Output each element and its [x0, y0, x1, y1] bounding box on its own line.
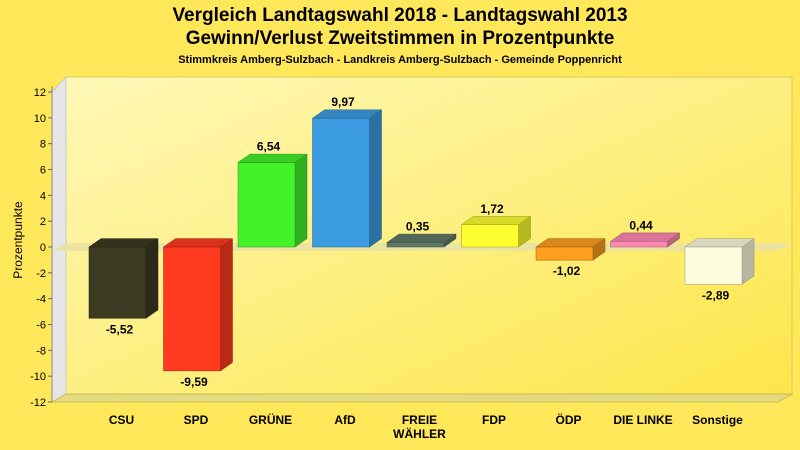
chart-subtitle: Stimmkreis Amberg-Sulzbach - Landkreis A… [178, 54, 622, 66]
bar-front [535, 246, 594, 261]
data-label: -5,52 [106, 322, 134, 336]
y-tick-label: 8 [40, 139, 46, 151]
y-tick-label: -6 [36, 320, 46, 332]
y-tick-label: 0 [40, 242, 46, 254]
chart-title-line-2: Gewinn/Verlust Zweitstimmen in Prozentpu… [185, 28, 615, 49]
bar-4 [311, 109, 383, 248]
y-tick-label: 12 [34, 87, 46, 99]
data-label: -2,89 [702, 288, 730, 302]
bar-top [311, 109, 383, 119]
category-label: FREIE [402, 413, 437, 427]
bar-3 [237, 153, 308, 248]
y-tick-label: -8 [36, 345, 46, 357]
data-label: 1,72 [480, 202, 504, 216]
bar-2 [162, 238, 234, 372]
bar-6 [460, 215, 532, 248]
bar-top [684, 238, 755, 248]
bar-top [609, 232, 681, 242]
category-label: CSU [109, 413, 134, 427]
bar-1 [88, 238, 159, 319]
y-tick-label: -4 [36, 294, 46, 306]
bar-top [460, 216, 532, 226]
category-label: Sonstige [692, 413, 743, 427]
bar-front [684, 246, 743, 285]
chart-title-line-1: Vergleich Landtagswahl 2018 - Landtagswa… [172, 5, 628, 26]
category-label: GRÜNE [249, 412, 292, 427]
bar-front [312, 117, 370, 248]
bars [88, 109, 755, 372]
category-label: SPD [184, 413, 209, 427]
bar-side [220, 238, 233, 372]
labels: -5,52 CSU -9,59 SPD 6,54 GRÜNE 9,97 AfD 0,35 FREI… [106, 95, 743, 441]
bar-side [369, 109, 382, 248]
data-label: -1,02 [553, 264, 581, 278]
bar-top [386, 233, 457, 243]
bar-front [88, 246, 147, 319]
category-label: DIE LINKE [613, 413, 672, 427]
y-tick-label: -12 [30, 397, 46, 409]
bar-top [237, 153, 308, 163]
plot-floor [50, 393, 794, 403]
bar-front [610, 241, 668, 248]
y-tick-label: -2 [36, 268, 46, 280]
y-axis: 12 10 8 6 4 2 0 -2 -4 -6 -8 -10 -12 [30, 86, 53, 409]
bar-5 [386, 233, 457, 248]
bar-front [163, 246, 221, 372]
bar-top [88, 238, 159, 248]
data-label: 6,54 [257, 140, 281, 154]
category-label: WÄHLER [393, 426, 446, 441]
y-tick-label: 4 [40, 190, 46, 202]
data-label: 9,97 [331, 95, 355, 109]
category-label: AfD [334, 413, 356, 427]
category-label: FDP [482, 413, 506, 427]
bar-front [237, 162, 296, 248]
bar-9 [684, 238, 755, 285]
bar-side [294, 153, 308, 248]
y-axis-label: Prozentpunkte [11, 201, 25, 279]
bar-front [461, 224, 519, 248]
bar-front [386, 242, 445, 248]
plot-side-wall [51, 75, 67, 403]
bar-8 [609, 232, 681, 248]
bar-top [535, 238, 606, 248]
data-label: 0,44 [629, 218, 653, 232]
data-label: -9,59 [180, 375, 208, 389]
bar-top [162, 238, 234, 248]
data-label: 0,35 [406, 219, 430, 233]
y-tick-label: 10 [34, 113, 46, 125]
category-label: ÖDP [555, 412, 581, 427]
y-tick-label: 2 [40, 216, 46, 228]
bar-7 [535, 238, 606, 261]
y-tick-label: 6 [40, 165, 46, 177]
y-tick-label: -10 [30, 371, 46, 383]
bar-side [145, 238, 159, 319]
